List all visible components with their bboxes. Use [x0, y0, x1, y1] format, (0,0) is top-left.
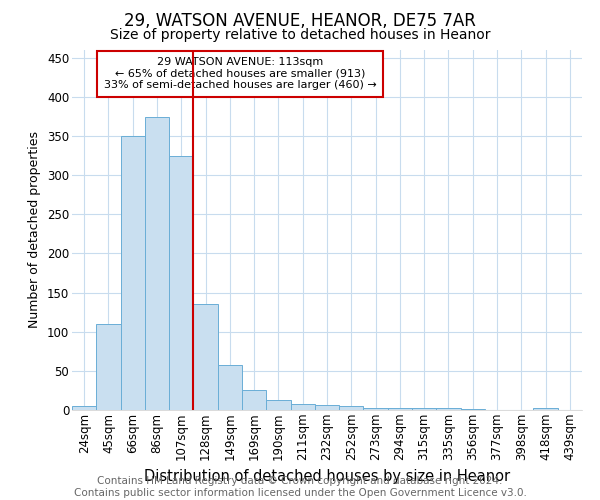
Text: 29 WATSON AVENUE: 113sqm
← 65% of detached houses are smaller (913)
33% of semi-: 29 WATSON AVENUE: 113sqm ← 65% of detach… [104, 57, 377, 90]
Bar [364, 408, 388, 410]
Bar [436, 408, 461, 410]
Bar [242, 390, 266, 410]
Bar [169, 156, 193, 410]
Text: Size of property relative to detached houses in Heanor: Size of property relative to detached ho… [110, 28, 490, 42]
Bar [339, 406, 364, 410]
Bar [145, 116, 169, 410]
Bar [315, 406, 339, 410]
Bar [121, 136, 145, 410]
Bar [96, 324, 121, 410]
Text: 29, WATSON AVENUE, HEANOR, DE75 7AR: 29, WATSON AVENUE, HEANOR, DE75 7AR [124, 12, 476, 30]
Bar [193, 304, 218, 410]
Bar [533, 408, 558, 410]
Y-axis label: Number of detached properties: Number of detached properties [28, 132, 41, 328]
Text: Contains HM Land Registry data © Crown copyright and database right 2024.
Contai: Contains HM Land Registry data © Crown c… [74, 476, 526, 498]
X-axis label: Distribution of detached houses by size in Heanor: Distribution of detached houses by size … [144, 468, 510, 483]
Bar [72, 406, 96, 410]
Bar [218, 366, 242, 410]
Bar [290, 404, 315, 410]
Bar [461, 409, 485, 410]
Bar [266, 400, 290, 410]
Bar [412, 408, 436, 410]
Bar [388, 408, 412, 410]
